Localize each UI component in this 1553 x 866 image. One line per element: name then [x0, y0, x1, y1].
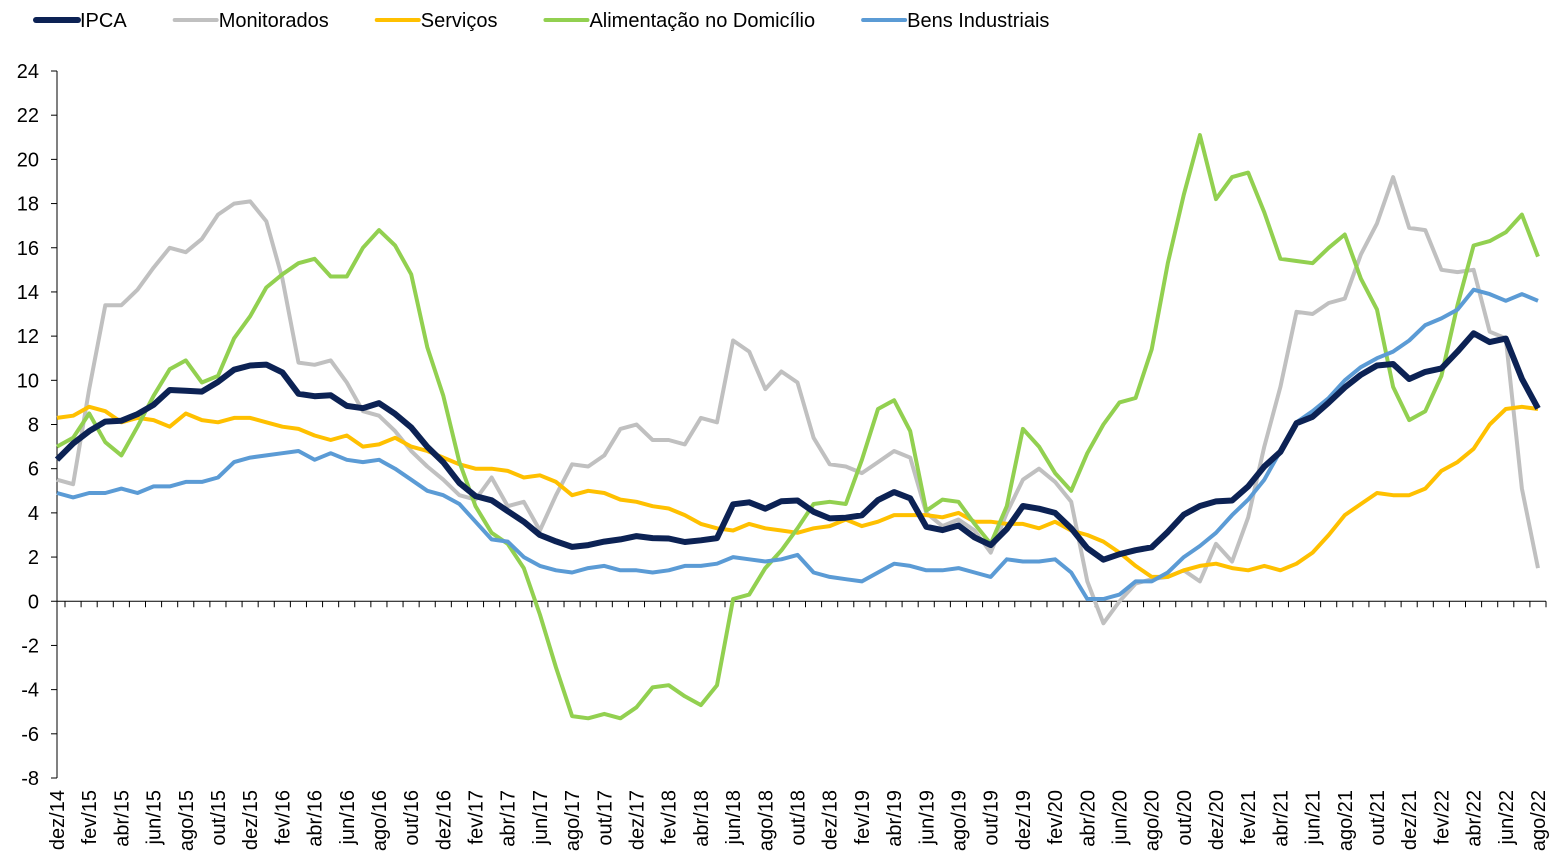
- x-tick-label: jun/17: [530, 790, 552, 846]
- y-tick-label: 4: [28, 503, 39, 525]
- x-tick-label: ago/22: [1528, 790, 1550, 851]
- x-tick-label: jun/18: [723, 790, 745, 846]
- x-tick-label: abr/18: [691, 790, 713, 847]
- y-tick-label: 0: [28, 591, 39, 613]
- series-line: [56, 133, 1540, 721]
- x-tick-label: dez/18: [820, 790, 842, 850]
- x-tick-label: ago/15: [176, 790, 198, 851]
- x-tick-label: abr/16: [305, 790, 327, 847]
- x-tick-label: dez/19: [1013, 790, 1035, 850]
- x-tick-label: fev/22: [1431, 790, 1453, 844]
- x-tick-label: abr/20: [1077, 790, 1099, 847]
- y-tick-label: 20: [17, 149, 39, 171]
- y-tick-label: 6: [28, 459, 39, 481]
- series-line: [56, 175, 1540, 626]
- x-tick-label: dez/21: [1399, 790, 1421, 850]
- x-tick-label: jun/21: [1303, 790, 1325, 846]
- y-tick-label: -4: [21, 680, 39, 702]
- y-tick-label: 24: [17, 61, 39, 83]
- x-tick-label: jun/19: [916, 790, 938, 846]
- x-tick-label: out/17: [594, 790, 616, 846]
- x-tick-label: dez/16: [433, 790, 455, 850]
- y-tick-label: 16: [17, 238, 39, 260]
- x-tick-label: dez/14: [47, 790, 69, 850]
- x-tick-label: abr/22: [1464, 790, 1486, 847]
- series-line: [56, 404, 1539, 579]
- x-tick-label: out/18: [788, 790, 810, 846]
- x-tick-label: fev/17: [466, 790, 488, 844]
- legend-label: IPCA: [80, 10, 127, 32]
- x-tick-label: ago/20: [1142, 790, 1164, 851]
- y-tick-label: -8: [21, 768, 39, 790]
- x-tick-label: jun/22: [1496, 790, 1518, 846]
- x-tick-label: jun/15: [144, 790, 166, 846]
- series-line: [54, 330, 1541, 563]
- x-tick-label: dez/15: [240, 790, 262, 850]
- x-tick-label: ago/16: [369, 790, 391, 851]
- series-line: [56, 287, 1539, 601]
- legend-label: Bens Industriais: [907, 10, 1049, 32]
- x-tick-label: out/19: [981, 790, 1003, 846]
- legend-label: Serviços: [421, 10, 498, 32]
- x-tick-label: fev/21: [1238, 790, 1260, 844]
- legend-label: Alimentação no Domicílio: [589, 10, 815, 32]
- x-tick-label: ago/18: [755, 790, 777, 851]
- x-tick-label: dez/17: [627, 790, 649, 850]
- legend-label: Monitorados: [219, 10, 329, 32]
- x-tick-label: abr/21: [1270, 790, 1292, 847]
- y-tick-label: 22: [17, 105, 39, 127]
- x-tick-label: fev/15: [79, 790, 101, 844]
- y-tick-label: 10: [17, 370, 39, 392]
- y-tick-label: 12: [17, 326, 39, 348]
- x-tick-label: fev/20: [1045, 790, 1067, 844]
- y-tick-label: 8: [28, 415, 39, 437]
- x-tick-label: ago/21: [1335, 790, 1357, 851]
- y-tick-label: -6: [21, 724, 39, 746]
- x-tick-label: abr/17: [498, 790, 520, 847]
- x-tick-label: out/15: [208, 790, 230, 846]
- x-tick-label: fev/19: [852, 790, 874, 844]
- x-tick-label: dez/20: [1206, 790, 1228, 850]
- y-tick-label: 2: [28, 547, 39, 569]
- x-tick-label: ago/19: [948, 790, 970, 851]
- y-tick-label: -2: [21, 635, 39, 657]
- y-tick-label: 18: [17, 194, 39, 216]
- x-tick-label: out/20: [1174, 790, 1196, 846]
- x-tick-label: fev/16: [272, 790, 294, 844]
- x-tick-label: jun/16: [337, 790, 359, 846]
- x-tick-label: jun/20: [1109, 790, 1131, 846]
- x-tick-label: abr/15: [111, 790, 133, 847]
- y-tick-label: 14: [17, 282, 39, 304]
- x-tick-label: out/16: [401, 790, 423, 846]
- x-tick-label: out/21: [1367, 790, 1389, 846]
- x-tick-label: fev/18: [659, 790, 681, 844]
- x-tick-label: ago/17: [562, 790, 584, 851]
- x-tick-label: abr/19: [884, 790, 906, 847]
